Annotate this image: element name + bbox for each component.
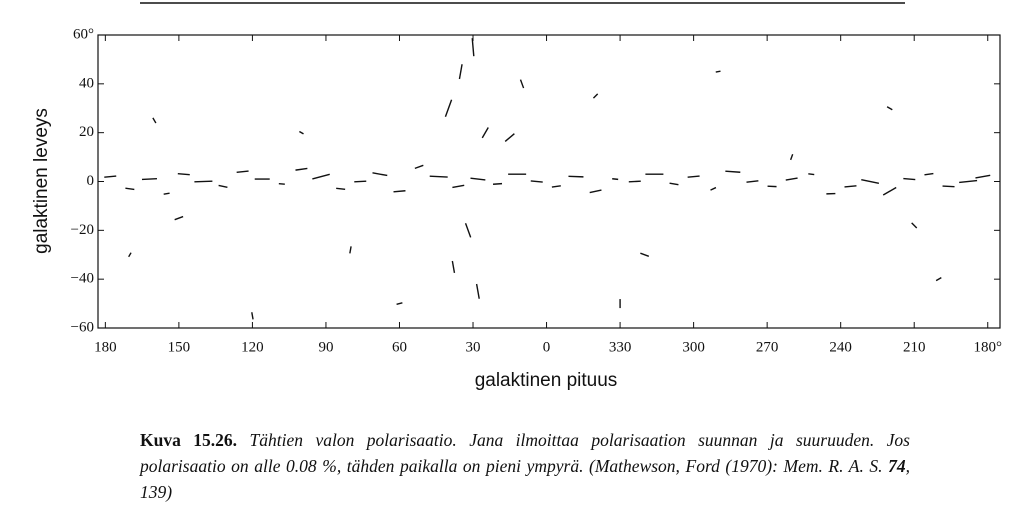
polarization-vector	[414, 164, 424, 170]
polarization-vector	[218, 184, 228, 189]
polarization-vector	[568, 175, 584, 178]
caption: Kuva 15.26. Tähtien valon polarisaatio. …	[140, 427, 910, 505]
polarization-vector	[959, 179, 978, 184]
x-tick-label: 300	[682, 339, 705, 355]
y-tick-label: 60°	[73, 26, 94, 42]
polarization-vector	[429, 175, 448, 178]
x-tick-label: 180°	[973, 339, 1002, 355]
y-tick-label: −60	[71, 319, 94, 335]
polarization-vector	[251, 312, 254, 320]
polarization-vector	[336, 187, 346, 190]
x-tick-label: 150	[168, 339, 191, 355]
polarization-vector	[687, 175, 700, 178]
polarization-vector	[464, 223, 472, 238]
polarization-vector	[354, 180, 367, 183]
polarization-vector	[396, 302, 403, 306]
polarization-vector	[882, 186, 897, 196]
polarization-vector	[152, 117, 157, 124]
polarization-vector	[194, 180, 213, 183]
y-tick-label: 20	[79, 124, 94, 140]
polarization-vector	[312, 173, 330, 180]
polarization-vector	[935, 277, 942, 282]
polarization-vector	[746, 180, 759, 183]
x-tick-label: 90	[318, 339, 333, 355]
polarization-vector	[299, 130, 304, 135]
y-tick-label: −40	[71, 271, 94, 287]
polarization-vector	[141, 177, 157, 181]
polarization-vector	[640, 252, 650, 257]
x-tick-label: 180	[94, 339, 117, 355]
polarization-vector	[163, 192, 170, 195]
y-tick-label: −20	[71, 222, 94, 238]
polarization-vector	[372, 172, 388, 177]
polarization-vector	[236, 170, 249, 174]
polarization-vector	[295, 167, 308, 171]
polarization-vector	[844, 185, 857, 188]
polarization-vector	[808, 173, 815, 176]
polarization-vector	[942, 185, 955, 188]
x-tick-label: 0	[543, 339, 551, 355]
x-tick-label: 270	[756, 339, 779, 355]
polarization-vector	[530, 180, 543, 183]
polarization-vector	[785, 177, 798, 181]
polarization-vector	[628, 180, 641, 183]
polarization-vector	[504, 133, 515, 142]
polarization-vector	[975, 174, 991, 179]
caption-text: Tähtien valon polarisaatio. Jana ilmoitt…	[140, 430, 910, 476]
polarization-vector	[470, 177, 486, 181]
x-tick-label: 330	[609, 339, 632, 355]
caption-pages: , 139)	[140, 456, 910, 502]
polarization-vector	[177, 172, 190, 176]
y-tick-label: 40	[79, 75, 94, 91]
polarization-vector	[551, 185, 561, 188]
caption-volume: 74	[888, 456, 906, 476]
y-axis-label: galaktinen leveys	[31, 108, 52, 254]
polarization-vector	[669, 182, 679, 186]
x-tick-label: 60	[392, 339, 407, 355]
polarization-vector	[725, 170, 741, 173]
y-tick-label: 0	[87, 173, 95, 189]
polarization-vector	[471, 38, 475, 57]
polarization-vector	[924, 172, 934, 176]
polarization-vector	[125, 187, 135, 191]
polarization-vector	[481, 127, 489, 139]
polarization-vector	[492, 182, 503, 185]
polarization-vector	[458, 64, 463, 80]
polarization-vector	[612, 178, 619, 181]
x-tick-label: 30	[466, 339, 481, 355]
polarization-vector	[589, 189, 602, 194]
x-tick-label: 240	[829, 339, 852, 355]
caption-label: Kuva 15.26.	[140, 430, 238, 450]
polarization-vector	[349, 246, 352, 254]
polarization-vector	[104, 175, 117, 178]
polarization-vector	[519, 79, 525, 89]
polarization-vector	[444, 99, 453, 117]
x-axis-label: galaktinen pituus	[475, 370, 618, 391]
chart: galaktinen pituus galaktinen leveys 180 1…	[31, 2, 1002, 391]
polarization-vector	[903, 177, 916, 181]
polarization-vector	[174, 215, 184, 221]
polarization-vector	[592, 93, 599, 99]
plot-frame	[97, 34, 1001, 329]
polarization-vector	[715, 70, 721, 73]
polarization-vector	[475, 283, 480, 299]
polarization-vector	[451, 260, 456, 273]
polarization-vector	[911, 222, 918, 229]
polarization-vector	[128, 252, 132, 258]
polarization-vector	[710, 186, 717, 191]
polarization-vector	[789, 154, 794, 161]
polarization-vector	[861, 178, 880, 185]
polarization-vector	[452, 184, 465, 189]
x-tick-label: 210	[903, 339, 926, 355]
polarization-vector	[393, 190, 406, 193]
polarization-vector	[886, 106, 893, 111]
x-tick-label: 120	[241, 339, 264, 355]
